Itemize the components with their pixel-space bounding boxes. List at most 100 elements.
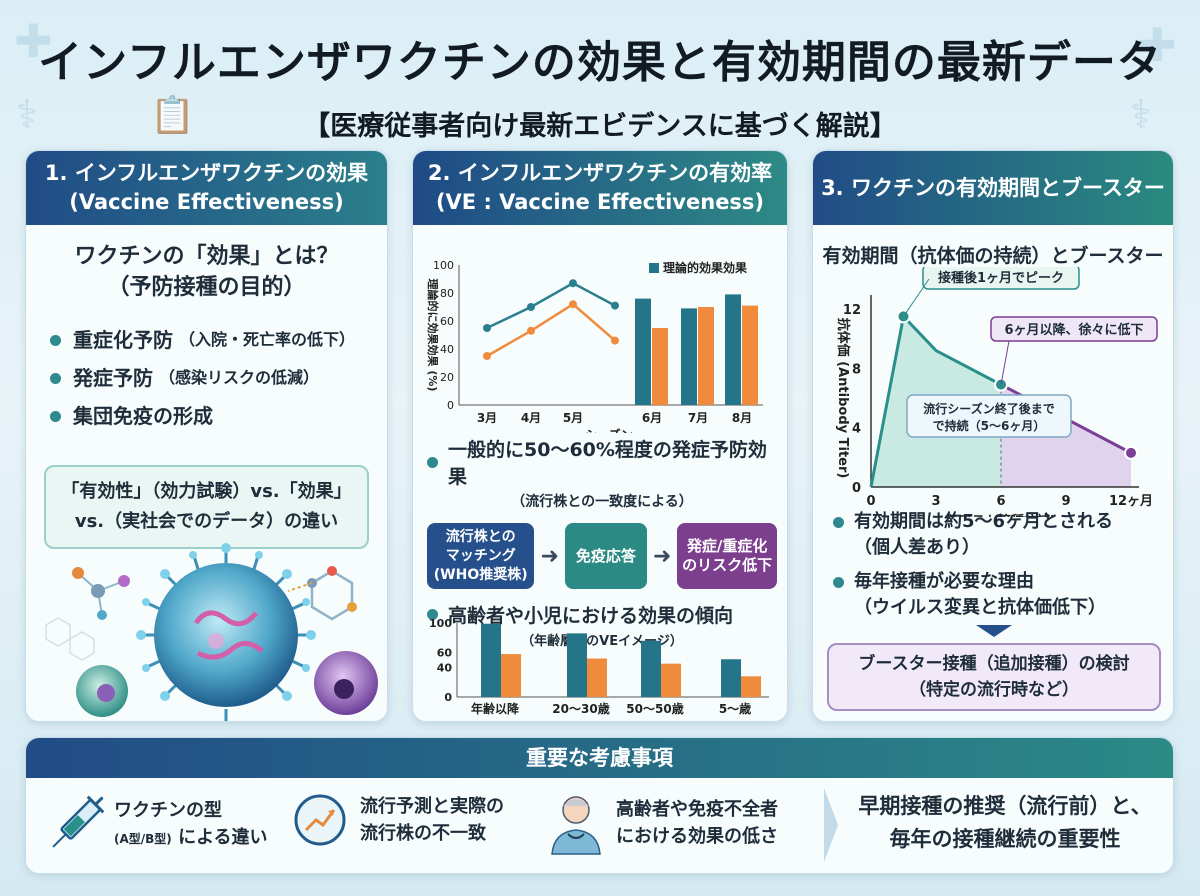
page-title: インフルエンザワクチンの効果と有効期間の最新データ [38,37,1162,88]
list-item: 集団免疫の形成 [50,397,387,435]
question-line2: （予防接種の目的） [107,275,306,300]
bar [742,305,758,405]
list-item: 重症化予防 （入院・死亡率の低下） [50,321,387,359]
clock-trend-icon [294,794,346,846]
booster-line1: ブースター接種（追加接種）の検討 [858,654,1130,674]
y-tick-label: 40 [440,343,454,356]
panel3-header: 3. ワクチンの有効期間とブースター [813,151,1173,225]
effect-flow-diagram: 流行株との マッチング (WHO推奨株) ➜ 免疫応答 ➜ 発症/重症化 のリスク低下 [427,523,777,589]
line-series-2 [486,302,616,358]
callout-decline-box [990,316,1158,342]
y-tick-label: 20 [440,371,454,384]
y-tick-label: 100 [433,259,454,272]
molecule-left-icon [72,567,130,620]
x-tick-label: 年齢以降 [471,701,520,716]
x-tick-label: 0 [866,494,875,509]
key-considerations-panel: 重要な考慮事項 ワクチンの型 (A型/B型) による違い [25,737,1174,874]
callout-decline: 6ヶ月以降、徐々に低下 [1004,322,1143,338]
syringe-icon [52,795,105,848]
y-tick-label: 4 [852,422,861,437]
x-tick-label: 5月 [563,411,583,425]
flow-box1-line1: 流行株との [445,528,516,545]
callout-season-box [906,394,1072,438]
list-item: 発症予防 （感染リスクの低減） [50,359,387,397]
bullet2-main: 高齢者や小児における効果の傾向 [448,605,734,627]
panel-duration-booster: 3. ワクチンの有効期間とブースター 有効期間（抗体価の持続）とブースター 0 4… [812,150,1174,722]
item1-small: (A型/B型) [114,832,172,846]
panel-vaccine-effect: 1. インフルエンザワクチンの効果 (Vaccine Effectiveness… [25,150,388,722]
background-stethoscope-icon: ⚕ [16,92,38,138]
callout-peak: 接種後1ヶ月でピーク [938,270,1064,286]
question-line1: ワクチンの「効果」とは？ [74,244,339,269]
legend-label: 理論的効果効果 [663,260,747,275]
flow-box1-line2: マッチング [445,547,516,564]
small-purple-virus-icon [314,651,378,715]
bar [661,663,681,697]
efficacy-vs-effectiveness-box: 「有効性」（効力試験）vs.「効果」 vs.（実社会でのデータ）の違い [44,465,369,549]
x-axis-label: 後フスト接種抗補) [946,513,1056,517]
x-tick-label: 3 [931,494,940,509]
y-tick-label: 8 [852,362,861,377]
elderly-patient-icon [551,796,601,855]
bullet-line1: 毎年接種が必要な理由 [854,571,1034,592]
bar [501,654,521,697]
x-tick-label: 50〜50歳 [626,701,683,716]
line-point [527,303,535,311]
bar [587,658,607,697]
y-tick-label: 40 [437,661,453,674]
line-point [569,300,577,309]
panel2-title: 2. インフルエンザワクチンの有効率 [427,161,773,185]
y-tick-label: 0 [447,399,454,412]
callout-peak-leader [903,278,930,317]
key-considerations-title: 重要な考慮事項 [26,738,1173,778]
item2-line1: 流行予測と実際の [360,796,504,817]
consideration-elderly-immunocompromised: 高齢者や免疫不全者 における効果の低さ [546,790,778,856]
line-point [483,352,491,360]
small-green-virus-icon [76,665,128,717]
y-tick-label: 0 [852,481,861,496]
arrow-right-icon: ➜ [540,543,559,569]
panel1-title: 1. インフルエンザワクチンの効果 [44,161,369,185]
x-tick-label: 6月 [642,411,662,425]
y-tick-label: 100 [429,617,452,630]
line-point [611,336,619,345]
line-point [611,301,619,310]
molecule-right-icon [287,566,357,621]
flow-box1-line3: (WHO推奨株) [433,566,528,583]
y-axis-label: 理論的に効果効果 (%) [426,279,440,392]
callout-peak-box [922,267,1080,290]
list-item: 毎年接種が必要な理由 （ウイルス変異と抗体価低下） [833,569,1173,621]
panel3-subtitle: 有効期間（抗体価の持続）とブースター [822,245,1164,267]
y-axis-label: 抗体価 (Antibody Titer) [835,318,851,479]
bar [741,676,761,697]
line-point [527,326,535,335]
final-line2: 毎年の接種継続の重要性 [889,827,1121,851]
bar [481,623,501,697]
bullet-note: （入院・死亡率の低下） [179,330,356,349]
bullet-dot [50,334,61,346]
bullet-dot [50,372,61,384]
panel3-bullet-list: 有効期間は約5〜6ヶ月とされる （個人差あり） 毎年接種が必要な理由 （ウイルス変異… [833,509,1173,621]
bar [681,308,697,405]
consideration-strain-mismatch: 流行予測と実際の 流行株の不一致 [290,790,504,850]
large-virus-icon [136,543,316,721]
callout-season-line2: で持続（5〜6ヶ月） [933,418,1046,433]
panel3-title: 3. ワクチンの有効期間とブースター [821,175,1165,200]
x-tick-label: 20〜30歳 [552,701,609,716]
panel1-title-en: (Vaccine Effectiveness) [69,190,344,214]
panel2-header: 2. インフルエンザワクチンの有効率 (VE : Vaccine Effecti… [413,151,787,225]
final-recommendation: 早期接種の推奨（流行前）と、 毎年の接種継続の重要性 [850,790,1160,856]
compare-line2: vs.（実社会でのデータ）の違い [74,511,339,532]
bullet-dot [833,577,844,588]
bullet-line2: （個人差あり） [854,537,980,558]
arrow-right-icon: ➜ [652,543,672,569]
bullet1-main: 一般的に50〜60%程度の発症予防効果 [448,439,767,488]
hexagon-pattern-icon [45,617,95,661]
y-tick-label: 60 [437,647,453,660]
y-tick-label: 80 [440,287,454,300]
panel1-header: 1. インフルエンザワクチンの効果 (Vaccine Effectiveness… [26,151,387,225]
chevron-right-icon [824,788,838,862]
x-tick-label: 6 [996,494,1005,509]
down-arrow-icon [976,625,1012,637]
callout-decline-leader [1000,340,1010,385]
